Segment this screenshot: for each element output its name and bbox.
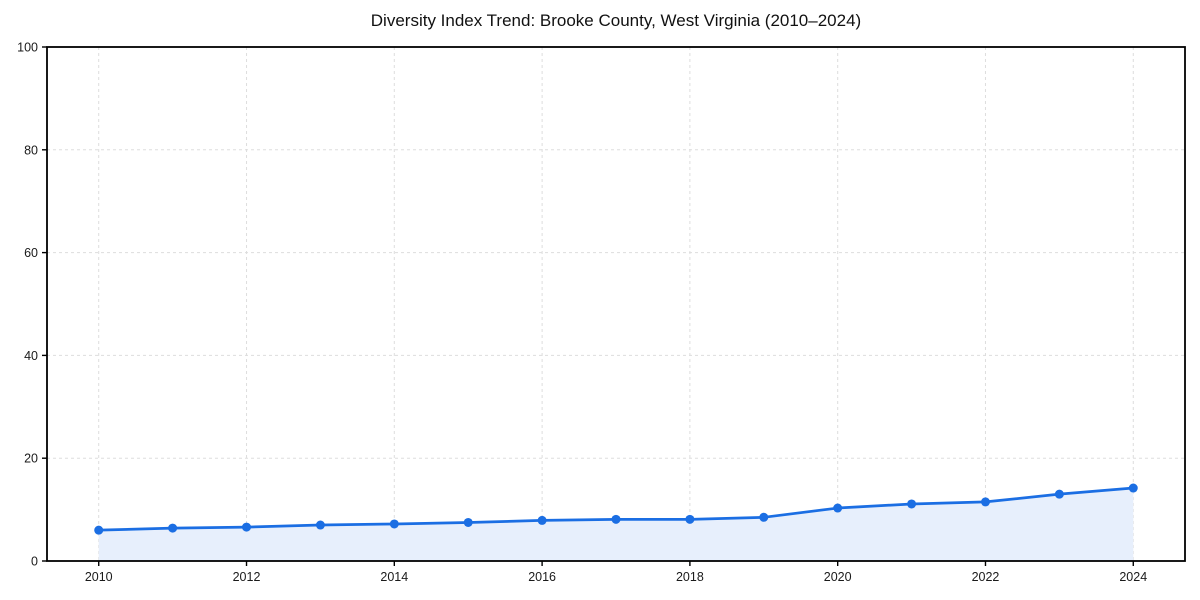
data-point-2010 bbox=[94, 525, 104, 535]
x-tick-label: 2010 bbox=[85, 570, 113, 584]
data-point-2018 bbox=[685, 514, 695, 524]
data-point-2023 bbox=[1054, 489, 1064, 499]
x-tick-label: 2018 bbox=[676, 570, 704, 584]
x-tick-label: 2020 bbox=[824, 570, 852, 584]
x-tick-label: 2022 bbox=[972, 570, 1000, 584]
y-tick-label: 20 bbox=[24, 452, 38, 466]
data-point-2024 bbox=[1128, 483, 1138, 493]
y-tick-label: 60 bbox=[24, 246, 38, 260]
x-tick-label: 2024 bbox=[1119, 570, 1147, 584]
data-point-2019 bbox=[759, 512, 769, 522]
data-point-2021 bbox=[907, 499, 917, 509]
data-point-2020 bbox=[833, 503, 843, 513]
data-point-2014 bbox=[389, 519, 399, 529]
data-point-2016 bbox=[537, 515, 547, 525]
x-tick-label: 2016 bbox=[528, 570, 556, 584]
y-tick-label: 100 bbox=[17, 41, 38, 55]
data-point-2022 bbox=[980, 497, 990, 507]
plot-border bbox=[46, 46, 1186, 562]
x-tick-label: 2012 bbox=[233, 570, 261, 584]
data-point-2017 bbox=[611, 514, 621, 524]
y-tick-label: 40 bbox=[24, 349, 38, 363]
y-tick-label: 0 bbox=[31, 555, 38, 569]
data-point-2015 bbox=[463, 517, 473, 527]
data-point-2013 bbox=[315, 520, 325, 530]
data-point-2011 bbox=[168, 523, 178, 533]
area-fill bbox=[98, 488, 1134, 561]
y-tick-label: 80 bbox=[24, 143, 38, 157]
x-tick-label: 2014 bbox=[380, 570, 408, 584]
chart-title: Diversity Index Trend: Brooke County, We… bbox=[370, 11, 862, 30]
data-point-2012 bbox=[242, 522, 252, 532]
